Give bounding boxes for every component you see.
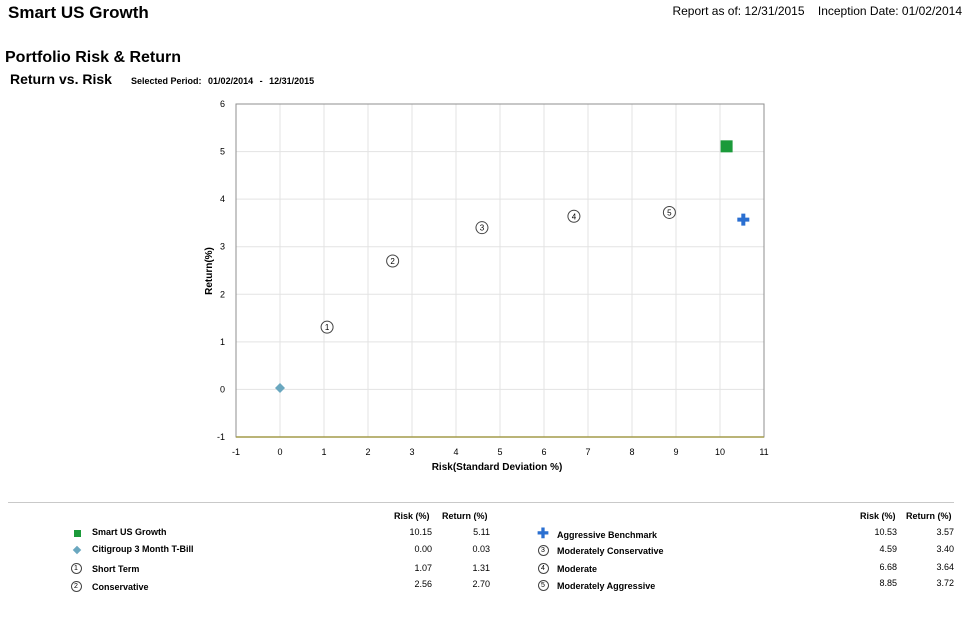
- legend-divider: [8, 502, 954, 503]
- legend-risk: 4.59: [879, 544, 897, 554]
- return-header-right: Return (%): [906, 511, 952, 521]
- legend-return: 3.72: [936, 578, 954, 588]
- plus-icon: ✚: [537, 525, 549, 541]
- legend-name: Aggressive Benchmark: [557, 530, 658, 540]
- circle-marker: [662, 205, 676, 219]
- circled-number-icon: 5: [536, 578, 550, 592]
- selected-period-end: 12/31/2015: [269, 76, 315, 86]
- x-tick-label: 2: [365, 447, 370, 457]
- legend-return: 3.40: [936, 544, 954, 554]
- marker-number-label: 2: [390, 257, 395, 266]
- selected-period-start: 01/02/2014: [208, 76, 254, 86]
- circle-marker: [475, 221, 489, 235]
- section-title: Portfolio Risk & Return: [5, 49, 182, 66]
- square-marker: [720, 140, 733, 153]
- circled-number-icon: 2: [69, 579, 83, 593]
- diamond-marker: [275, 383, 285, 394]
- risk-header-left: Risk (%): [394, 511, 430, 521]
- circled-number-icon: 3: [536, 543, 550, 557]
- plus-marker: [737, 213, 750, 226]
- chart-heading: Return vs. Risk: [10, 71, 112, 87]
- legend-name: Short Term: [92, 564, 140, 574]
- marker-number-label: 1: [325, 323, 330, 332]
- report-info: Report as of: 12/31/2015 Inception Date:…: [672, 4, 962, 18]
- data-markers: 1 2 3 4 5: [275, 140, 750, 394]
- legend-risk: 0.00: [414, 544, 432, 554]
- legend-risk: 8.85: [879, 578, 897, 588]
- x-tick-label: 10: [715, 447, 725, 457]
- x-tick-label: 0: [277, 447, 282, 457]
- marker-number-label: 3: [480, 224, 485, 233]
- x-tick-label: 3: [409, 447, 414, 457]
- legend-name: Moderately Conservative: [557, 546, 664, 556]
- x-tick-label: 9: [673, 447, 678, 457]
- y-axis-label: Return(%): [204, 247, 215, 295]
- legend-return: 3.64: [936, 562, 954, 572]
- x-tick-label: 6: [541, 447, 546, 457]
- risk-header-right: Risk (%): [860, 511, 896, 521]
- green-square-icon: [70, 526, 84, 540]
- legend-return: 1.31: [472, 563, 490, 573]
- legend-risk: 10.15: [409, 527, 432, 537]
- risk-return-chart: -1 0 1 2 3 4 5 6 7 8 9 10 11 -1 0 1 2 3 4 5 6 Risk(Standard …: [204, 99, 769, 473]
- return-header-left: Return (%): [442, 511, 488, 521]
- legend-risk: 1.07: [414, 563, 432, 573]
- y-tick-label: 1: [220, 337, 225, 347]
- legend-return: 2.70: [472, 579, 490, 589]
- x-tick-label: 5: [497, 447, 502, 457]
- y-tick-label: 6: [220, 99, 225, 109]
- selected-period-separator: -: [259, 76, 263, 86]
- y-tick-label: 5: [220, 147, 225, 157]
- legend-name: Moderately Aggressive: [557, 581, 656, 591]
- x-tick-label: 7: [585, 447, 590, 457]
- x-tick-label: 1: [321, 447, 326, 457]
- legend-return: 3.57: [936, 527, 954, 537]
- legend-return: 0.03: [472, 544, 490, 554]
- legend-name: Smart US Growth: [92, 527, 167, 537]
- x-tick-label: 11: [759, 447, 768, 457]
- y-tick-label: -1: [217, 432, 225, 442]
- report-title: Smart US Growth: [8, 3, 149, 22]
- x-tick-label: 8: [629, 447, 634, 457]
- x-axis-label: Risk(Standard Deviation %): [432, 462, 563, 473]
- circle-marker: [320, 320, 334, 334]
- y-tick-label: 3: [220, 242, 225, 252]
- circled-number-icon: 4: [536, 561, 550, 575]
- axis-ticks: -1 0 1 2 3 4 5 6 7 8 9 10 11 -1 0 1 2 3 4 5 6: [217, 99, 769, 457]
- y-tick-label: 4: [220, 194, 225, 204]
- chart-grid: [236, 104, 764, 437]
- circle-marker: [386, 254, 400, 268]
- selected-period-label: Selected Period:: [131, 76, 202, 86]
- x-tick-label: 4: [453, 447, 458, 457]
- y-tick-label: 2: [220, 289, 225, 299]
- marker-number-label: 5: [667, 208, 672, 217]
- legend-return: 5.11: [473, 527, 490, 537]
- diamond-icon: [70, 543, 84, 557]
- selected-period: Selected Period: 01/02/2014 - 12/31/2015: [131, 76, 314, 86]
- legend-name: Citigroup 3 Month T-Bill: [92, 544, 194, 554]
- legend-name: Moderate: [557, 564, 598, 574]
- legend-risk: 6.68: [879, 562, 897, 572]
- legend-name: Conservative: [92, 582, 149, 592]
- legend-risk: 10.53: [874, 527, 897, 537]
- marker-number-label: 4: [572, 212, 577, 221]
- inception-date: Inception Date: 01/02/2014: [817, 4, 962, 18]
- circled-number-icon: 1: [69, 561, 83, 575]
- legend-risk: 2.56: [414, 579, 432, 589]
- report-as-of: Report as of: 12/31/2015: [672, 4, 805, 18]
- y-tick-label: 0: [220, 384, 225, 394]
- circle-marker: [567, 209, 581, 223]
- x-tick-label: -1: [232, 447, 240, 457]
